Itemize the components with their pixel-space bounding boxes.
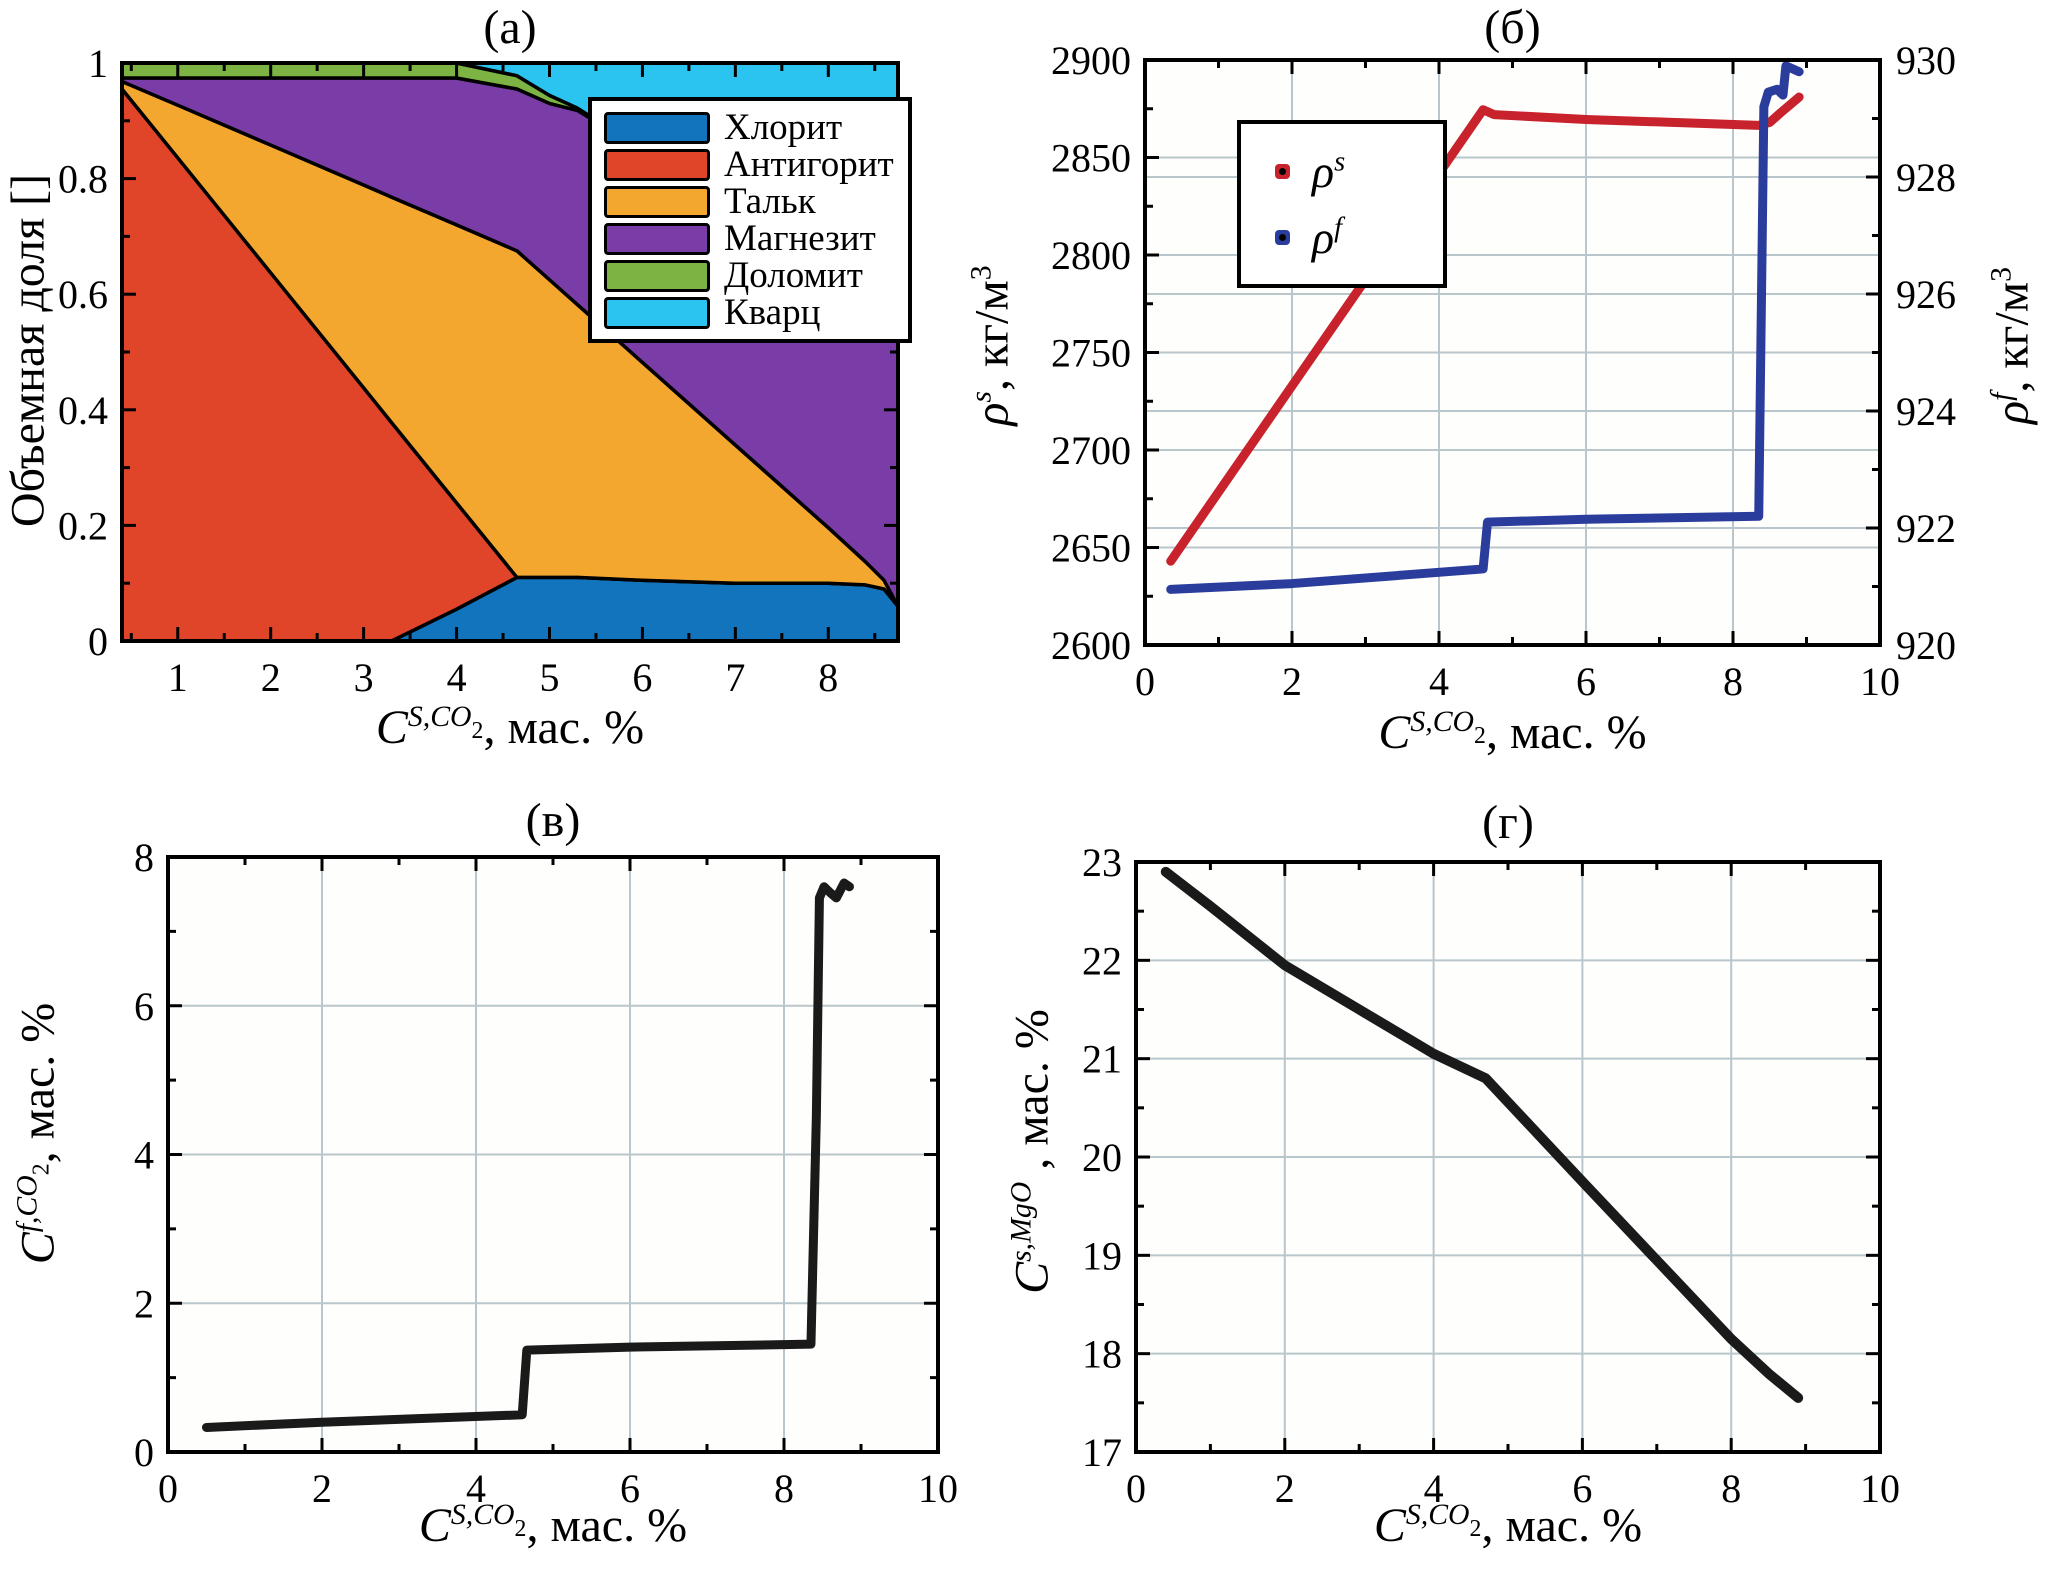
svg-text:0: 0 <box>1135 659 1155 704</box>
panel-b-left-ylabel: ρs, кг/м3 <box>964 265 1019 426</box>
panel-a-xlabel: CS,CO2, мас. % <box>375 700 645 754</box>
svg-text:4: 4 <box>466 1466 486 1511</box>
panel-g-xlabel: CS,CO2, мас. % <box>1373 1498 1643 1552</box>
legend-swatch-quartz <box>604 296 710 329</box>
svg-text:2: 2 <box>1275 1466 1295 1511</box>
legend-item: Магнезит <box>604 220 894 257</box>
svg-text:0.8: 0.8 <box>58 157 108 202</box>
svg-text:8: 8 <box>818 655 838 700</box>
svg-text:4: 4 <box>1424 1466 1444 1511</box>
svg-text:17: 17 <box>1082 1430 1122 1475</box>
svg-text:6: 6 <box>620 1466 640 1511</box>
svg-text:6: 6 <box>1576 659 1596 704</box>
svg-text:924: 924 <box>1896 389 1956 434</box>
svg-text:2800: 2800 <box>1051 233 1131 278</box>
svg-text:928: 928 <box>1896 155 1956 200</box>
svg-text:8: 8 <box>134 835 154 880</box>
svg-text:19: 19 <box>1082 1233 1122 1278</box>
svg-text:6: 6 <box>632 655 652 700</box>
svg-text:8: 8 <box>774 1466 794 1511</box>
svg-text:8: 8 <box>1723 659 1743 704</box>
svg-text:1: 1 <box>168 655 188 700</box>
svg-text:2650: 2650 <box>1051 526 1131 571</box>
svg-text:6: 6 <box>1572 1466 1592 1511</box>
legend-item: Кварц <box>604 294 894 331</box>
legend-item: ρs <box>1275 138 1443 204</box>
svg-text:20: 20 <box>1082 1135 1122 1180</box>
legend-swatch-dolomite <box>604 259 710 292</box>
legend-panel-b: ρs ρf <box>1237 120 1447 288</box>
legend-item: Тальк <box>604 183 894 220</box>
svg-text:4: 4 <box>134 1133 154 1178</box>
svg-text:926: 926 <box>1896 272 1956 317</box>
svg-text:922: 922 <box>1896 506 1956 551</box>
svg-text:7: 7 <box>725 655 745 700</box>
legend-marker-rho-s <box>1275 163 1290 179</box>
svg-text:23: 23 <box>1082 840 1122 885</box>
panel-b-right-ylabel: ρf, кг/м3 <box>1984 267 2039 424</box>
panel-b-xlabel: CS,CO2, мас. % <box>1378 705 1647 759</box>
svg-text:2600: 2600 <box>1051 623 1131 668</box>
svg-text:0: 0 <box>158 1466 178 1511</box>
svg-text:5: 5 <box>539 655 559 700</box>
panel-g-title: (г) <box>1482 796 1534 849</box>
svg-text:2900: 2900 <box>1051 38 1131 83</box>
legend-swatch-antigorite <box>604 148 710 181</box>
svg-text:0.6: 0.6 <box>58 272 108 317</box>
svg-text:4: 4 <box>1429 659 1449 704</box>
svg-text:10: 10 <box>918 1466 958 1511</box>
panel-a-title: (а) <box>483 1 537 54</box>
svg-text:18: 18 <box>1082 1332 1122 1377</box>
panel-v-xlabel: CS,CO2, мас. % <box>418 1498 688 1552</box>
svg-text:4: 4 <box>447 655 467 700</box>
legend-item: Доломит <box>604 257 894 294</box>
legend-item: ρf <box>1275 204 1443 270</box>
svg-text:2750: 2750 <box>1051 331 1131 376</box>
svg-text:8: 8 <box>1721 1466 1741 1511</box>
svg-text:2: 2 <box>261 655 281 700</box>
svg-text:2: 2 <box>134 1281 154 1326</box>
svg-text:930: 930 <box>1896 38 1956 83</box>
panel-b-title: (б) <box>1484 1 1541 54</box>
legend-marker-rho-f <box>1275 229 1290 245</box>
legend-swatch-magnesite <box>604 222 710 255</box>
svg-text:22: 22 <box>1082 938 1122 983</box>
panel-v-ylabel: Cf,CO2, мас. % <box>10 1002 65 1265</box>
svg-text:0: 0 <box>134 1430 154 1475</box>
svg-text:0: 0 <box>1126 1466 1146 1511</box>
legend-panel-a: Хлорит Антигорит Тальк Магнезит Доломит … <box>588 97 912 343</box>
svg-text:0: 0 <box>88 619 108 664</box>
svg-text:10: 10 <box>1860 659 1900 704</box>
svg-text:2: 2 <box>312 1466 332 1511</box>
svg-text:2850: 2850 <box>1051 136 1131 181</box>
legend-item: Хлорит <box>604 109 894 146</box>
svg-text:21: 21 <box>1082 1037 1122 1082</box>
svg-text:10: 10 <box>1860 1466 1900 1511</box>
legend-swatch-talc <box>604 185 710 218</box>
legend-item: Антигорит <box>604 146 894 183</box>
svg-text:6: 6 <box>134 984 154 1029</box>
svg-text:2: 2 <box>1282 659 1302 704</box>
panel-v-title: (в) <box>525 794 581 847</box>
svg-text:3: 3 <box>354 655 374 700</box>
svg-text:0.4: 0.4 <box>58 388 108 433</box>
panel-a-ylabel: Объемная доля [] <box>1 173 55 528</box>
svg-text:0.2: 0.2 <box>58 503 108 548</box>
svg-text:920: 920 <box>1896 623 1956 668</box>
panel-g-ylabel: Cs,MgO , мас. % <box>1004 1009 1059 1294</box>
legend-swatch-chlorite <box>604 111 710 144</box>
svg-text:1: 1 <box>88 41 108 86</box>
svg-text:2700: 2700 <box>1051 428 1131 473</box>
